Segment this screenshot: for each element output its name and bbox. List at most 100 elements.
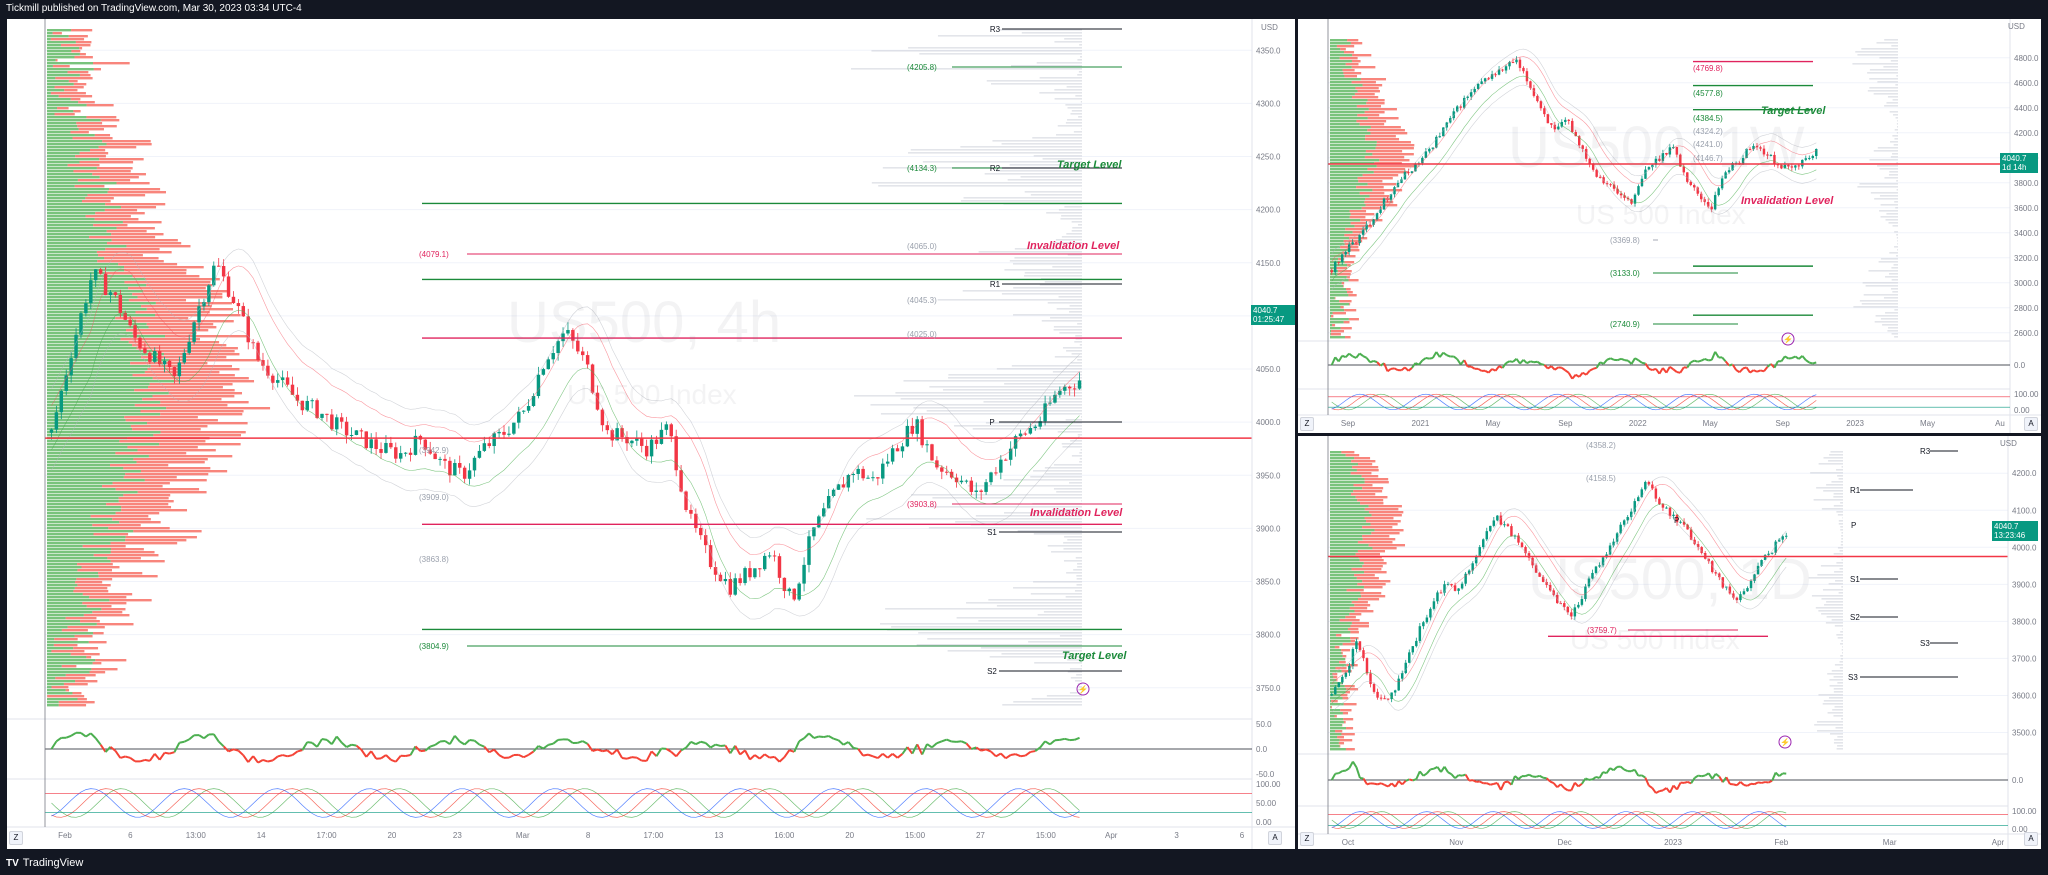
- volume-profile-bar: [47, 146, 99, 148]
- osc-line: [991, 752, 996, 757]
- right-volume-profile-bar: [1881, 204, 1898, 206]
- osc-axis-label: 50.00: [1256, 799, 1277, 808]
- right-volume-profile-bar: [1837, 475, 1843, 477]
- volume-profile-bar: [1330, 619, 1340, 621]
- level-label: Invalidation Level: [1741, 195, 1834, 207]
- right-volume-profile-bar: [1821, 565, 1843, 567]
- volume-profile-bar: [1335, 715, 1337, 717]
- right-volume-profile-bar: [885, 608, 1082, 610]
- chart-pane-1w[interactable]: (4769.8)(4577.8)(4384.5)Target Level(432…: [1298, 19, 2041, 433]
- volume-profile-bar: [1352, 66, 1376, 68]
- osc-line: [1356, 767, 1360, 778]
- right-volume-profile-bar: [1877, 165, 1898, 167]
- osc-line: [839, 740, 844, 744]
- volume-profile-bar: [1330, 42, 1351, 44]
- osc-line: [1578, 784, 1582, 787]
- price-axis-label: 4350.0: [1256, 46, 1281, 55]
- right-volume-profile-bar: [1013, 701, 1082, 703]
- volume-profile-bar: [1354, 574, 1375, 576]
- volume-profile-bar: [1363, 84, 1383, 86]
- volume-profile-bar: [59, 704, 86, 706]
- osc-line: [391, 760, 396, 762]
- symbol-watermark-sub: US 500 Index: [1570, 624, 1740, 656]
- right-volume-profile-bar: [880, 623, 1082, 625]
- volume-profile-bar: [1330, 691, 1345, 693]
- volume-profile-bar: [1365, 138, 1399, 140]
- osc-line: [184, 739, 189, 741]
- volume-profile-bar: [47, 197, 85, 199]
- right-volume-profile-bar: [1045, 473, 1082, 475]
- candle-body: [1355, 641, 1357, 649]
- osc-line: [96, 738, 101, 744]
- candle-body: [1519, 60, 1521, 68]
- osc-line: [179, 742, 184, 743]
- volume-profile-bar: [169, 392, 242, 394]
- level-label: (4769.8): [1693, 64, 1723, 73]
- right-volume-profile-bar: [1012, 365, 1082, 367]
- volume-profile-bar: [1330, 736, 1337, 738]
- volume-profile-bar: [1340, 709, 1351, 711]
- candle-body: [325, 414, 328, 415]
- volume-profile-bar: [1330, 81, 1352, 83]
- volume-profile-bar: [47, 467, 123, 469]
- right-volume-profile-bar: [1034, 533, 1082, 535]
- volume-profile-bar: [47, 491, 138, 493]
- osc-line: [174, 743, 179, 752]
- right-volume-profile-bar: [1066, 419, 1082, 421]
- volume-profile-bar: [1365, 481, 1389, 483]
- volume-profile-bar: [71, 98, 81, 100]
- right-volume-profile-bar: [1072, 353, 1082, 355]
- candle-body: [1507, 524, 1509, 526]
- candle-body: [606, 425, 609, 430]
- volume-profile-bar: [83, 593, 132, 595]
- volume-profile-bar: [90, 671, 106, 673]
- volume-profile-bar: [1341, 327, 1352, 329]
- osc-line: [1677, 783, 1681, 790]
- volume-profile-bar: [47, 47, 79, 49]
- osc-line: [1346, 768, 1350, 770]
- zoom-button[interactable]: Z: [1300, 832, 1314, 846]
- right-volume-profile-bar: [1048, 302, 1082, 304]
- auto-scale-button[interactable]: A: [1268, 831, 1282, 845]
- right-volume-profile-bar: [1004, 269, 1082, 271]
- zoom-button[interactable]: Z: [9, 831, 23, 845]
- volume-profile-bar: [1335, 267, 1347, 269]
- time-axis-label: 6: [128, 831, 133, 840]
- candle-body: [389, 443, 392, 447]
- candle-body: [1496, 516, 1498, 521]
- osc-line: [1401, 367, 1404, 370]
- right-volume-profile-bar: [1879, 210, 1898, 212]
- right-volume-profile-bar: [1809, 577, 1843, 579]
- volume-profile-bar: [1335, 730, 1342, 732]
- volume-profile-bar: [97, 251, 172, 253]
- time-axis-label: 20: [845, 831, 854, 840]
- volume-profile-bar: [1341, 451, 1354, 453]
- right-volume-profile-bar: [1059, 332, 1082, 334]
- osc-line: [1722, 357, 1725, 361]
- candle-body: [217, 266, 220, 267]
- right-volume-profile-bar: [1889, 252, 1898, 254]
- tradingview-brand: TradingView: [23, 857, 84, 869]
- right-volume-profile-bar: [1070, 440, 1082, 442]
- volume-profile-bar: [1330, 219, 1360, 221]
- right-volume-profile-bar: [1884, 39, 1898, 41]
- volume-profile-bar: [102, 140, 150, 142]
- auto-scale-button[interactable]: A: [2024, 832, 2038, 846]
- osc-line: [1795, 356, 1798, 358]
- volume-profile-bar: [1330, 228, 1345, 230]
- right-volume-profile-bar: [1839, 523, 1843, 525]
- candle-body: [365, 431, 368, 448]
- zoom-button[interactable]: Z: [1300, 417, 1314, 431]
- osc-axis-label: 0.00: [2014, 406, 2030, 415]
- candle-body: [256, 343, 259, 360]
- right-volume-profile-bar: [1879, 261, 1898, 263]
- osc-line: [770, 757, 775, 758]
- auto-scale-button[interactable]: A: [2024, 417, 2038, 431]
- volume-profile-bar: [47, 101, 78, 103]
- osc-line: [1680, 367, 1683, 372]
- candle-body: [207, 285, 210, 302]
- osc-line: [637, 758, 642, 761]
